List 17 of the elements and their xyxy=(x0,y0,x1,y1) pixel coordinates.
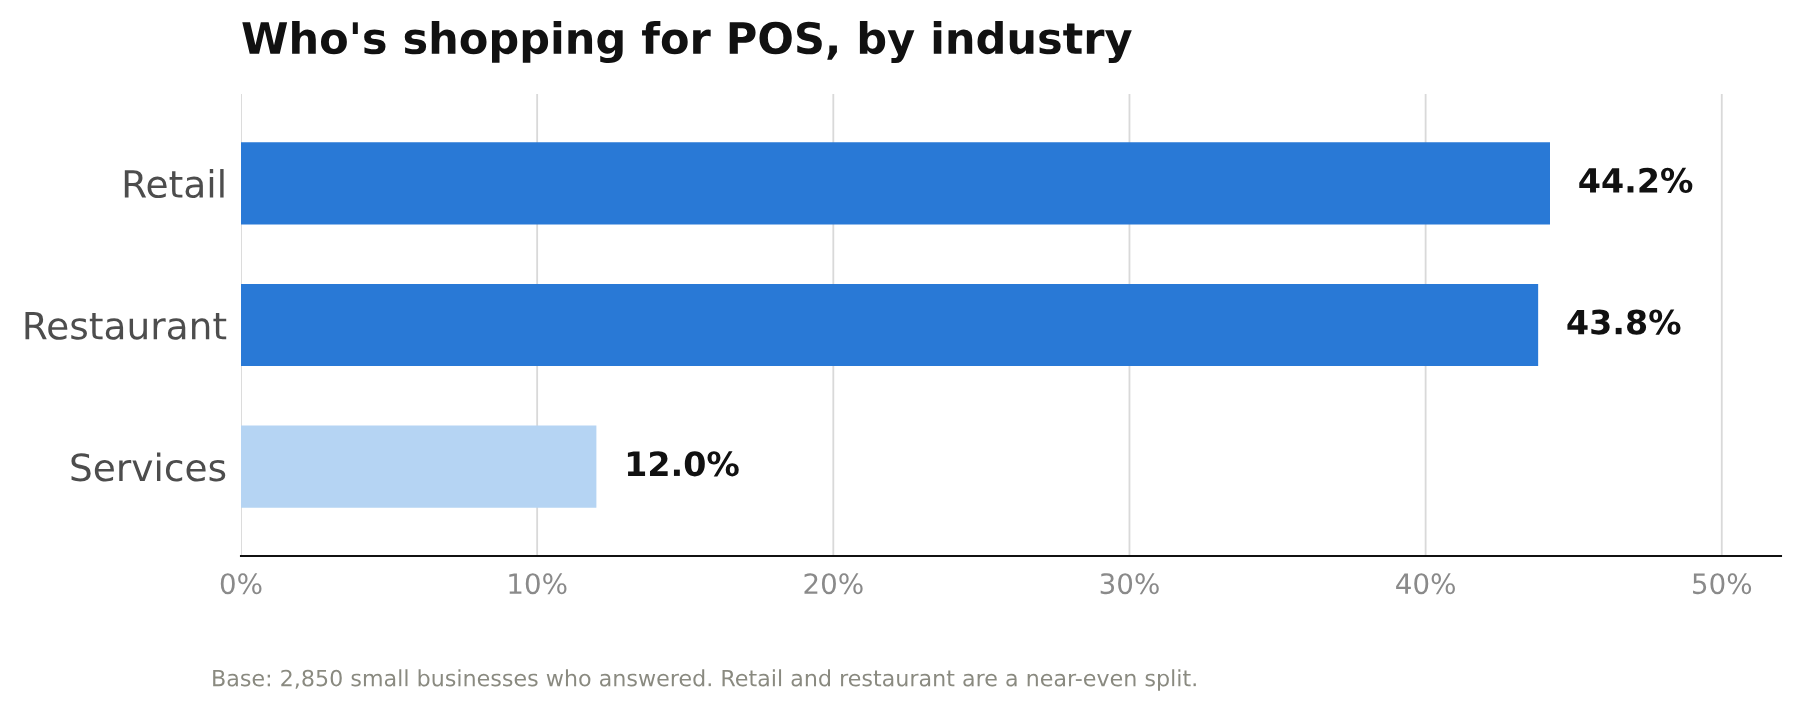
data-label: 44.2% xyxy=(1579,167,1693,193)
data-label: 12.0% xyxy=(627,451,739,477)
text: Base: 2,850 small businesses who answered. Retail and restaurant are a near-even split. xyxy=(213,669,1196,691)
y-tick-label: Retail xyxy=(124,169,224,199)
x-tick-label: 40% xyxy=(1396,573,1455,595)
y-tick-label: Services xyxy=(71,452,226,482)
x-tick-label: 10% xyxy=(509,573,567,595)
x-tick-label: 30% xyxy=(1100,573,1159,595)
y-tick-label: Restaurant xyxy=(25,311,227,340)
bar xyxy=(241,142,1550,225)
x-tick-label: 20% xyxy=(804,573,863,595)
x-tick-label: 50% xyxy=(1693,573,1752,595)
x-tick-label: 0% xyxy=(220,573,262,595)
data-label: 43.8% xyxy=(1567,309,1681,335)
chart-title: Who's shopping for POS, by industry xyxy=(242,21,1132,63)
bar xyxy=(241,425,597,508)
bar xyxy=(241,283,1539,367)
